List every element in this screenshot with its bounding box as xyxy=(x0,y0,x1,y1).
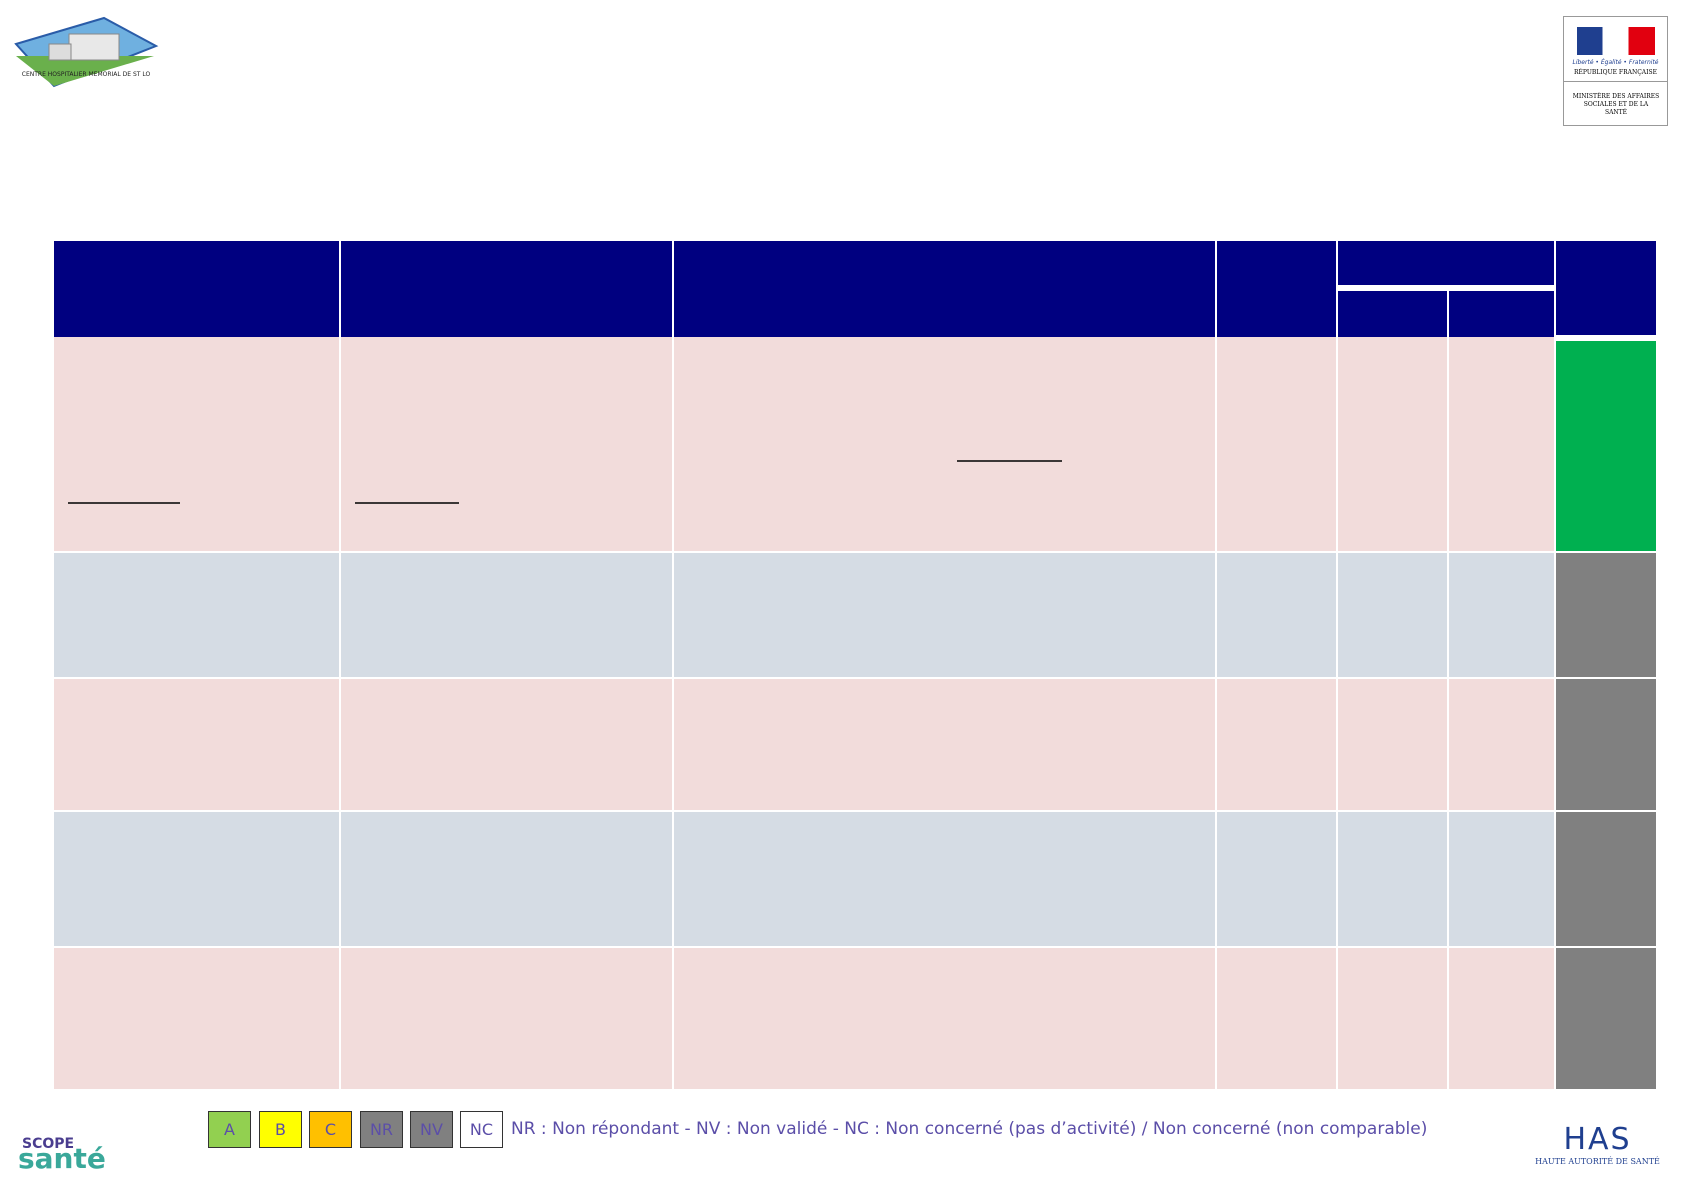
motto: Liberté • Égalité • Fraternité xyxy=(1572,59,1659,66)
divider xyxy=(1564,81,1667,82)
hospital-name: CENTRE HOSPITALIER MEMORIAL DE ST LO xyxy=(22,71,151,78)
ministry-name: MINISTÈRE DES AFFAIRES SOCIALES ET DE LA… xyxy=(1572,93,1660,116)
header-cell xyxy=(1449,291,1554,337)
flag xyxy=(1577,27,1655,55)
header-cell xyxy=(54,241,339,337)
legend-box: B xyxy=(259,1111,302,1148)
header-cell xyxy=(674,241,1215,337)
legend-box: A xyxy=(208,1111,251,1148)
header-cell xyxy=(1556,241,1656,335)
table-body xyxy=(54,337,1656,1089)
has-logo: HAS HAUTE AUTORITÉ DE SANTÉ xyxy=(1530,1122,1665,1166)
ministry-logo: Liberté • Égalité • Fraternité RÉPUBLIQU… xyxy=(1563,16,1668,126)
republic: RÉPUBLIQUE FRANÇAISE xyxy=(1574,69,1657,76)
scope-sante-logo: SCOPE santé xyxy=(18,1132,148,1175)
legend-text: NR : Non répondant - NV : Non validé - N… xyxy=(511,1119,1428,1139)
header-cell xyxy=(341,241,672,337)
legend-box: NV xyxy=(410,1111,453,1148)
header-cell xyxy=(1338,291,1447,337)
legend-box: NR xyxy=(360,1111,403,1148)
hospital-logo: CENTRE HOSPITALIER MEMORIAL DE ST LO xyxy=(14,16,159,88)
sante-label: santé xyxy=(18,1142,106,1175)
header-cell xyxy=(1217,241,1336,337)
table xyxy=(54,241,1656,1089)
header-cell xyxy=(1338,241,1554,285)
legend-box: NC xyxy=(460,1111,503,1148)
legend-box: C xyxy=(309,1111,352,1148)
has-name: HAUTE AUTORITÉ DE SANTÉ xyxy=(1535,1157,1660,1166)
has-label: HAS xyxy=(1563,1122,1632,1157)
scope-label: SCOPE xyxy=(22,1136,75,1152)
